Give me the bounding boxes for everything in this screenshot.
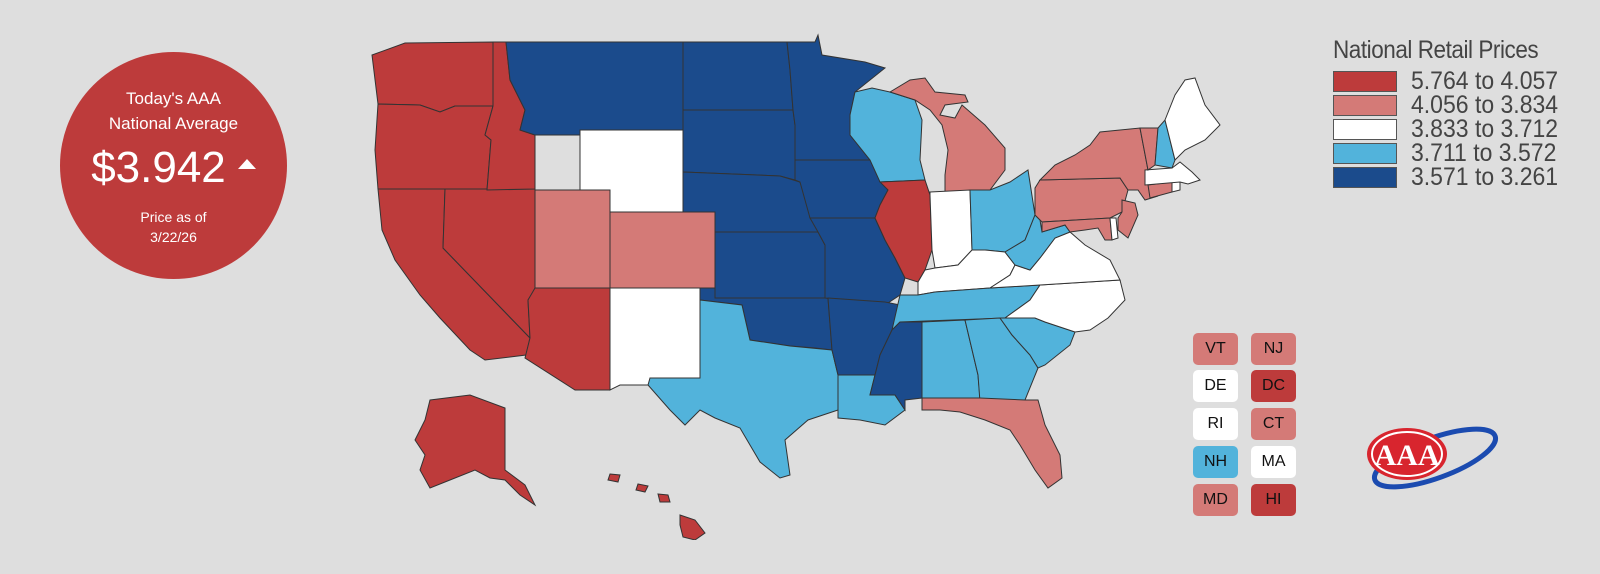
title-line-2: National Average <box>108 114 239 133</box>
state-nj[interactable] <box>1117 199 1139 239</box>
state-mt[interactable] <box>505 41 684 136</box>
state-hi[interactable] <box>607 473 706 540</box>
legend-swatch <box>1333 118 1397 140</box>
small-state-hi[interactable]: HI <box>1251 484 1296 516</box>
state-tx[interactable] <box>647 299 839 479</box>
state-de[interactable] <box>1109 217 1119 241</box>
legend-item: 4.056 to 3.834 <box>1333 90 1571 119</box>
small-state-vt[interactable]: VT <box>1193 333 1238 365</box>
national-average-price: $3.942 <box>60 142 287 194</box>
small-state-md[interactable]: MD <box>1193 484 1238 516</box>
small-state-dc[interactable]: DC <box>1251 370 1296 402</box>
legend-label: 3.833 to 3.712 <box>1411 114 1559 143</box>
state-nd[interactable] <box>682 41 794 111</box>
state-wa[interactable] <box>371 41 494 113</box>
small-state-nh[interactable]: NH <box>1193 446 1238 478</box>
state-ak[interactable] <box>414 394 537 507</box>
state-me[interactable] <box>1164 77 1221 161</box>
state-wi[interactable] <box>849 87 926 183</box>
legend-item: 5.764 to 4.057 <box>1333 66 1571 95</box>
state-mi[interactable] <box>888 77 1006 193</box>
national-average-badge: Today's AAA National Average $3.942 Pric… <box>60 52 287 279</box>
state-nm[interactable] <box>609 287 701 391</box>
legend-item: 3.571 to 3.261 <box>1333 162 1571 191</box>
price-date: Price as of 3/22/26 <box>60 207 287 247</box>
small-state-ri[interactable]: RI <box>1193 408 1238 440</box>
logo-text: AAA <box>1375 439 1440 472</box>
small-state-de[interactable]: DE <box>1193 370 1238 402</box>
date-line-2: 3/22/26 <box>150 229 197 245</box>
title-line-1: Today's AAA <box>126 89 221 108</box>
state-ks[interactable] <box>714 231 829 299</box>
legend-items: 5.764 to 4.057 4.056 to 3.834 3.833 to 3… <box>1333 66 1571 191</box>
state-co[interactable] <box>609 211 716 289</box>
legend: National Retail Prices 5.764 to 4.057 4.… <box>1333 36 1571 191</box>
state-or[interactable] <box>374 103 494 191</box>
small-state-ct[interactable]: CT <box>1251 408 1296 440</box>
legend-label: 5.764 to 4.057 <box>1411 66 1559 95</box>
state-ri[interactable] <box>1171 181 1181 193</box>
small-state-nj[interactable]: NJ <box>1251 333 1296 365</box>
price-value: $3.942 <box>91 143 226 192</box>
state-sd[interactable] <box>682 109 796 181</box>
state-fl[interactable] <box>921 397 1063 489</box>
legend-item: 3.711 to 3.572 <box>1333 138 1571 167</box>
state-nh[interactable] <box>1154 118 1176 169</box>
logo-oval <box>1367 428 1447 480</box>
state-az[interactable] <box>524 287 611 391</box>
state-ut[interactable] <box>534 189 611 289</box>
date-line-1: Price as of <box>140 209 207 225</box>
aaa-logo: AAA <box>1367 426 1499 490</box>
state-ma[interactable] <box>1144 161 1201 186</box>
legend-swatch <box>1333 166 1397 188</box>
state-nc[interactable] <box>1003 279 1126 333</box>
legend-swatch <box>1333 70 1397 92</box>
legend-label: 3.711 to 3.572 <box>1411 138 1557 167</box>
legend-swatch <box>1333 142 1397 164</box>
legend-title: National Retail Prices <box>1333 36 1539 64</box>
legend-label: 4.056 to 3.834 <box>1411 90 1559 119</box>
legend-label: 3.571 to 3.261 <box>1411 162 1559 191</box>
small-state-ma[interactable]: MA <box>1251 446 1296 478</box>
us-gas-price-map <box>371 33 1221 540</box>
legend-swatch <box>1333 94 1397 116</box>
national-average-title: Today's AAA National Average <box>60 86 287 136</box>
legend-item: 3.833 to 3.712 <box>1333 114 1571 143</box>
state-pa[interactable] <box>1034 177 1129 223</box>
trend-up-icon <box>237 159 256 170</box>
